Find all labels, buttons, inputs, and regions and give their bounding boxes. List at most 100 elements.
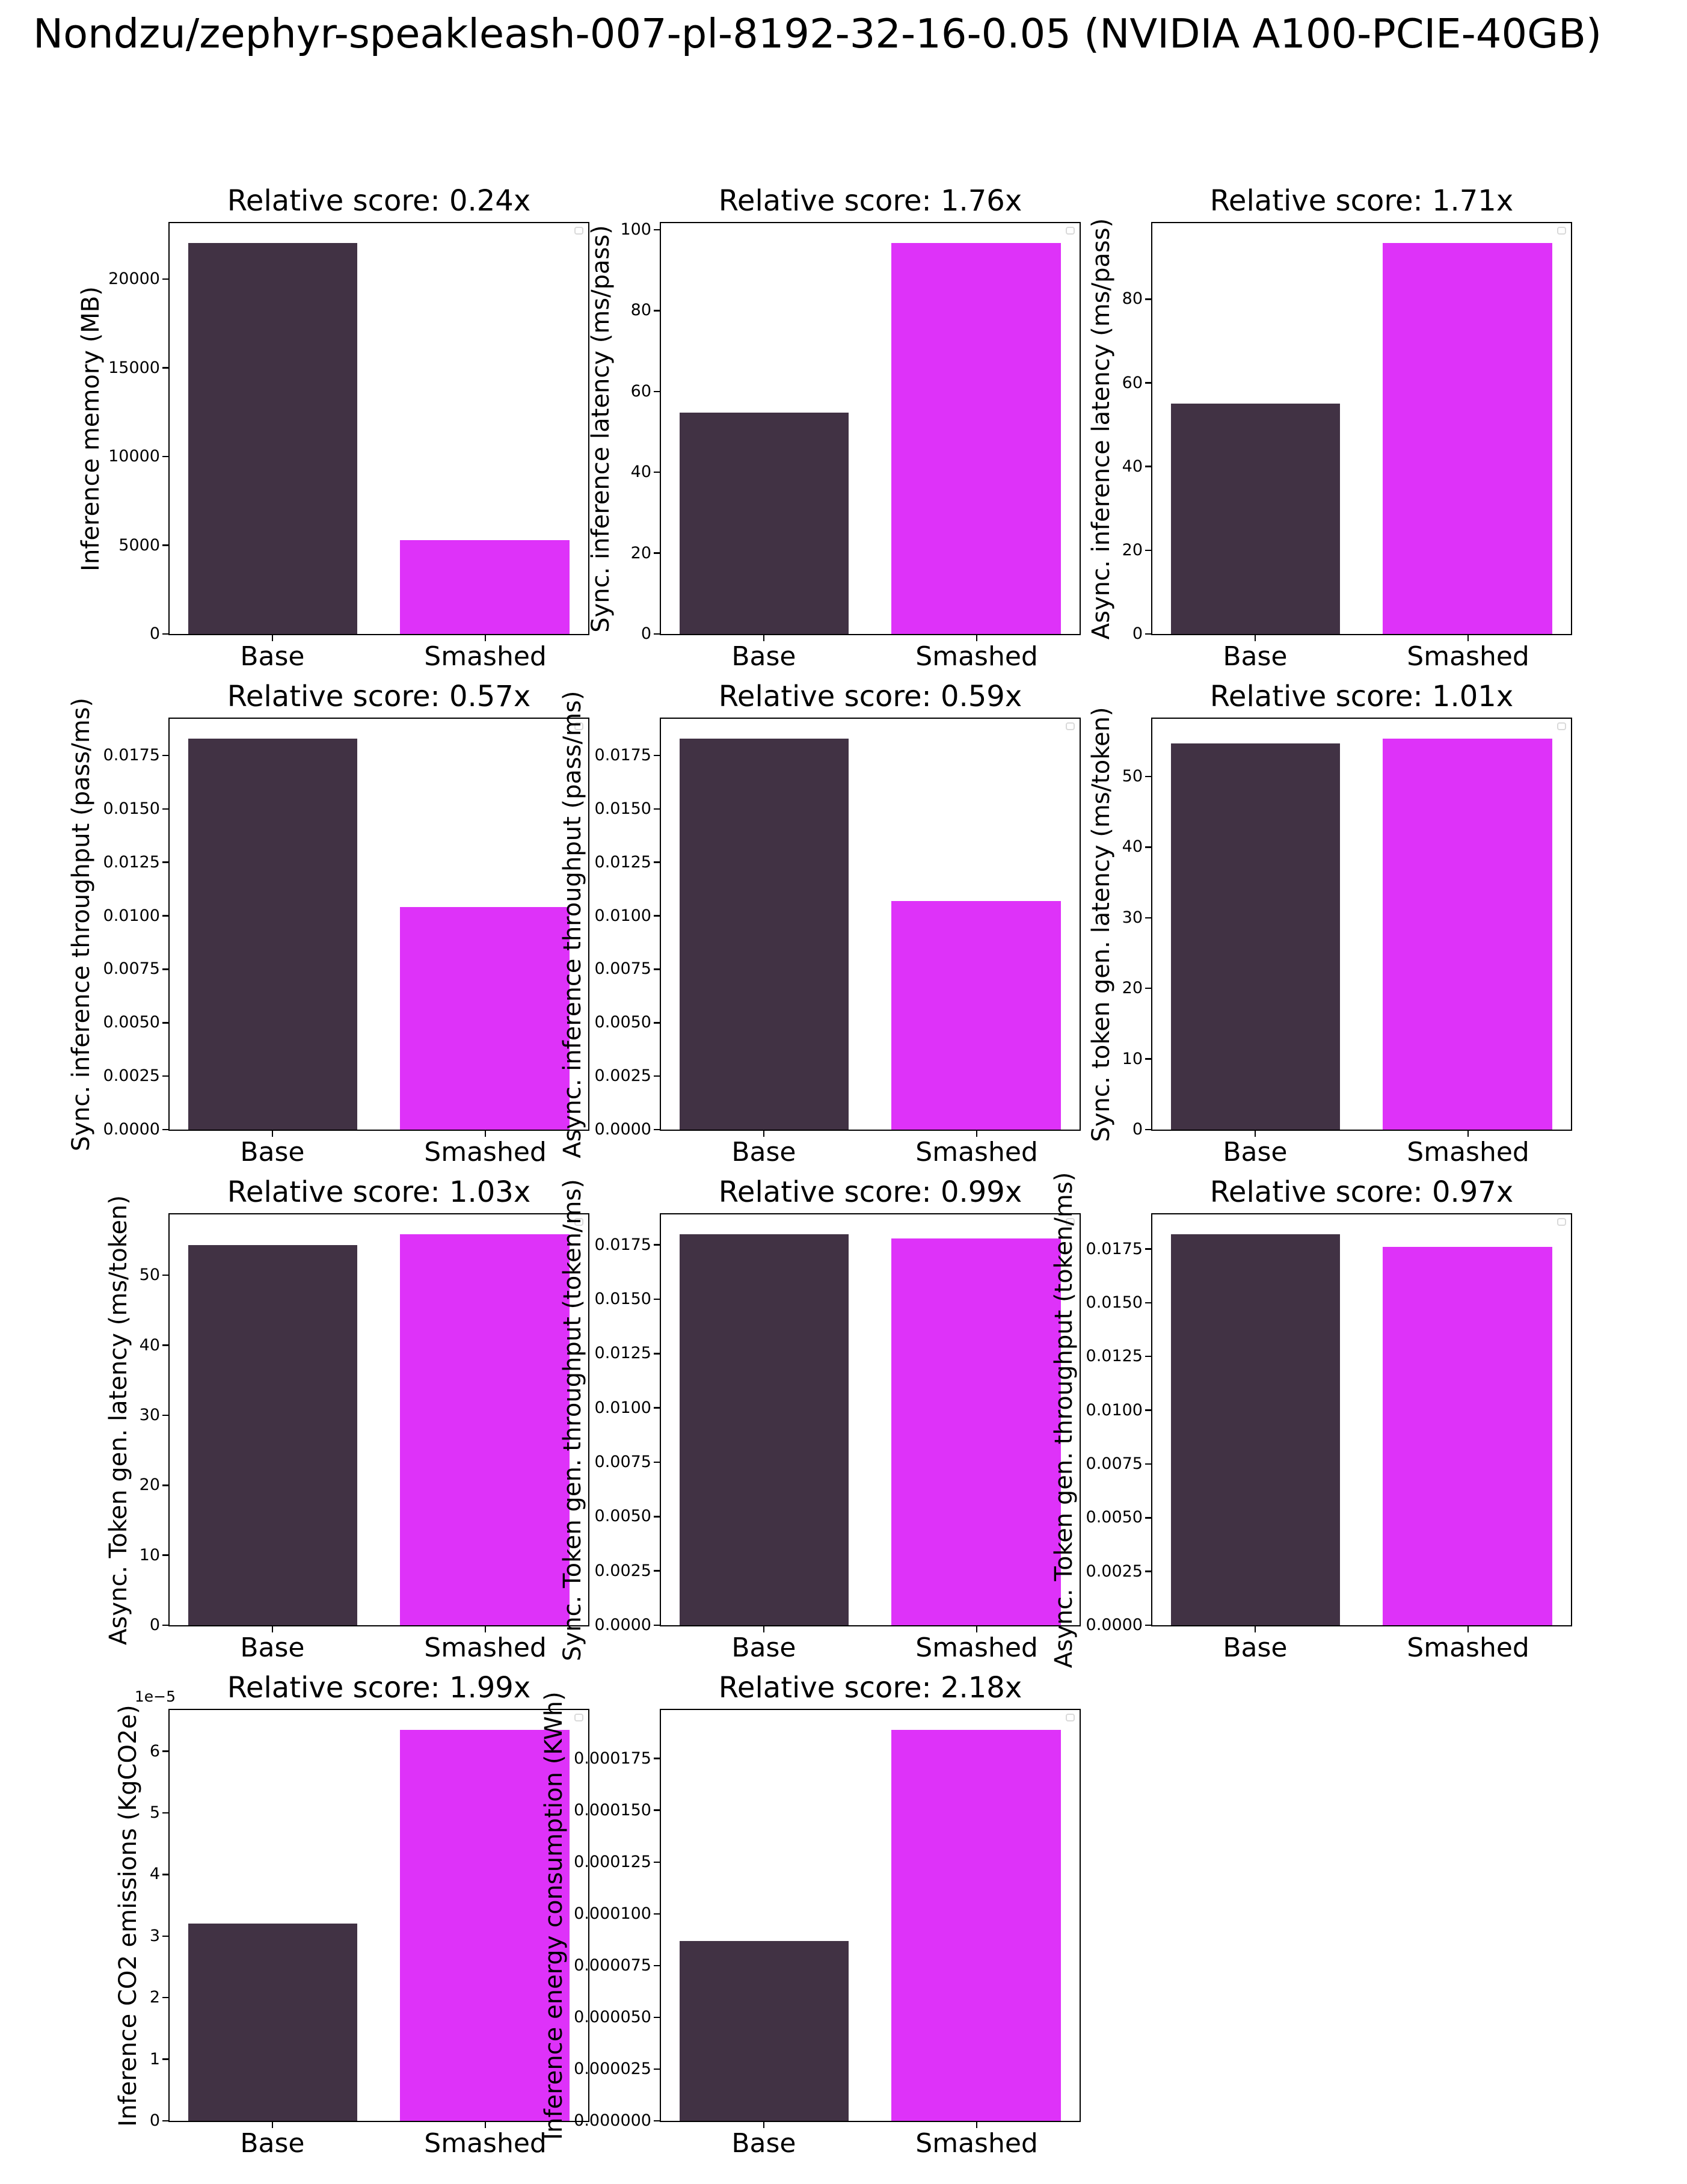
legend — [1557, 1218, 1566, 1226]
x-tick-label-smashed: Smashed — [1407, 641, 1529, 672]
y-tick-label: 0.0175 — [1086, 1239, 1143, 1258]
y-tick-mark — [654, 1128, 660, 1131]
x-tick-mark — [1467, 1626, 1469, 1632]
y-tick-mark — [1145, 846, 1151, 848]
y-tick-mark — [654, 1809, 660, 1811]
x-tick-label-base: Base — [1223, 1137, 1288, 1167]
y-tick-mark — [654, 552, 660, 554]
y-tick-label: 20 — [1122, 979, 1143, 998]
y-tick-mark — [162, 1075, 168, 1077]
x-tick-mark — [1254, 1626, 1256, 1632]
x-tick-label-base: Base — [1223, 641, 1288, 672]
x-tick-mark — [271, 2122, 274, 2128]
y-tick-mark — [654, 1624, 660, 1626]
y-tick-label: 0.000050 — [574, 2007, 651, 2026]
x-tick-mark — [763, 1626, 765, 1632]
bar-smashed — [891, 1238, 1061, 1625]
y-tick-label: 6 — [149, 1741, 160, 1761]
y-tick-label: 0.000100 — [574, 1904, 651, 1923]
bar-base — [1171, 404, 1341, 634]
bar-base — [188, 738, 358, 1130]
y-tick-mark — [162, 278, 168, 280]
bar-smashed — [891, 242, 1061, 634]
y-tick-mark — [654, 1516, 660, 1518]
y-tick-mark — [162, 1750, 168, 1752]
y-tick-mark — [654, 229, 660, 231]
y-tick-label: 20000 — [108, 269, 160, 288]
y-tick-label: 0.0100 — [103, 906, 160, 925]
x-tick-mark — [1467, 1131, 1469, 1137]
subplot-title: Relative score: 0.97x — [1209, 1175, 1514, 1209]
legend — [1066, 227, 1075, 235]
subplot: Relative score: 0.24x Inference memory (… — [0, 183, 601, 679]
y-tick-label: 80 — [1122, 289, 1143, 309]
y-tick-mark — [162, 2058, 168, 2060]
y-tick-mark — [162, 1812, 168, 1814]
plot-area — [1151, 718, 1572, 1131]
y-tick-label: 0.0075 — [1086, 1454, 1143, 1473]
bar-smashed — [400, 1234, 570, 1625]
y-tick-mark — [654, 1407, 660, 1409]
y-tick-mark — [654, 1861, 660, 1863]
plot-area — [1151, 222, 1572, 635]
y-tick-mark — [1145, 549, 1151, 552]
y-tick-label: 2 — [149, 1988, 160, 2007]
x-tick-mark — [763, 635, 765, 641]
y-tick-label: 0.0175 — [594, 1235, 651, 1254]
y-tick-mark — [162, 544, 168, 546]
y-tick-label: 4 — [149, 1865, 160, 1884]
y-axis-offset-label: 1e−5 — [134, 1688, 176, 1705]
plot-area — [660, 222, 1081, 635]
subplot: Relative score: 1.03x Async. Token gen. … — [0, 1175, 601, 1670]
y-tick-label: 0.0125 — [594, 852, 651, 872]
y-tick-mark — [162, 1996, 168, 1999]
bar-base — [680, 738, 849, 1130]
y-tick-label: 20 — [1122, 540, 1143, 559]
y-tick-label: 80 — [630, 301, 651, 320]
y-tick-mark — [162, 2120, 168, 2122]
y-tick-label: 0.0050 — [594, 1013, 651, 1032]
subplot-title: Relative score: 2.18x — [718, 1671, 1022, 1705]
y-tick-mark — [162, 1935, 168, 1937]
y-tick-mark — [654, 390, 660, 393]
y-tick-mark — [654, 2120, 660, 2122]
y-tick-label: 0.0150 — [103, 799, 160, 818]
y-tick-label: 0.0025 — [1086, 1561, 1143, 1581]
y-tick-label: 0.0100 — [594, 1398, 651, 1417]
y-tick-label: 1 — [149, 2049, 160, 2069]
bar-smashed — [400, 540, 570, 634]
plot-area — [168, 718, 589, 1131]
subplot-title: Relative score: 1.71x — [1209, 184, 1514, 218]
y-tick-label: 0.0175 — [103, 745, 160, 764]
y-tick-mark — [654, 1964, 660, 1967]
x-tick-label-smashed: Smashed — [915, 1137, 1038, 1167]
y-tick-label: 0.0025 — [103, 1066, 160, 1086]
bar-smashed — [1383, 1246, 1552, 1625]
y-tick-mark — [162, 1414, 168, 1417]
x-tick-mark — [484, 2122, 487, 2128]
y-tick-mark — [1145, 1624, 1151, 1626]
y-tick-label: 0.000175 — [574, 1749, 651, 1768]
bar-smashed — [891, 1729, 1061, 2121]
y-tick-label: 0.0100 — [1086, 1400, 1143, 1420]
x-tick-mark — [271, 635, 274, 641]
subplot-title: Relative score: 0.24x — [227, 184, 531, 218]
y-axis-label: Sync. inference latency (ms/pass) — [586, 224, 615, 633]
x-tick-label-base: Base — [1223, 1632, 1288, 1663]
x-tick-mark — [484, 1626, 487, 1632]
bar-smashed — [400, 1729, 570, 2121]
y-tick-label: 10 — [139, 1545, 160, 1564]
y-tick-label: 0.0050 — [594, 1507, 651, 1526]
y-tick-label: 0.0100 — [594, 906, 651, 925]
y-tick-mark — [654, 310, 660, 312]
bar-base — [188, 1924, 358, 2121]
subplot-title: Relative score: 0.99x — [718, 1175, 1022, 1209]
x-tick-label-smashed: Smashed — [915, 641, 1038, 672]
y-tick-mark — [654, 1570, 660, 1572]
y-tick-mark — [654, 1758, 660, 1759]
y-tick-label: 0.0175 — [594, 745, 651, 764]
subplot-title: Relative score: 1.03x — [227, 1175, 531, 1209]
x-tick-mark — [976, 1131, 978, 1137]
y-tick-mark — [1145, 1128, 1151, 1131]
